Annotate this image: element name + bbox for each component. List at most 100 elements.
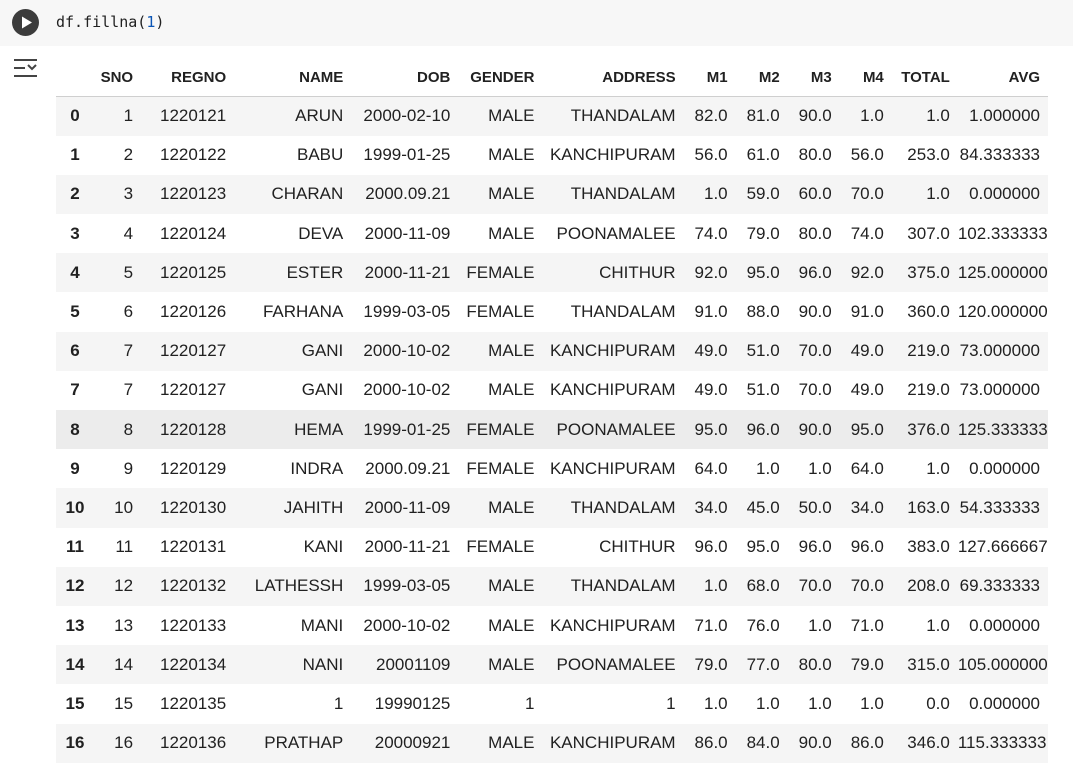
- table-cell: ESTER: [286, 262, 344, 282]
- table-cell: 102.333333: [957, 223, 1048, 243]
- table-cell: 84.0: [746, 733, 780, 753]
- table-cell: 70.0: [850, 184, 884, 204]
- table-cell: KANCHIPURAM: [549, 458, 676, 478]
- table-cell: 1220132: [159, 576, 227, 596]
- dataframe-table: SNO REGNO NAME DOB GENDER ADDRESS M1 M2 M3 M4 TOTA…: [56, 58, 1048, 763]
- table-row: 9 9 1220129 INDRA 2000.09.21 FEMALE KANCHIPURA…: [56, 449, 1048, 489]
- table-cell: 92.0: [850, 262, 884, 282]
- table-cell: 1220131: [159, 537, 227, 557]
- table-cell: 80.0: [798, 223, 832, 243]
- column-header: ADDRESS: [542, 58, 684, 97]
- table-cell: 219.0: [907, 380, 950, 400]
- play-icon: [22, 16, 32, 29]
- code-argument: 1: [146, 13, 156, 31]
- table-cell: MANI: [300, 615, 344, 635]
- table-cell: 13: [114, 615, 134, 635]
- table-cell: 19990125: [374, 693, 451, 713]
- table-cell: 70.0: [798, 341, 832, 361]
- table-cell: 79.0: [850, 654, 884, 674]
- table-cell: 1220136: [159, 733, 227, 753]
- table-cell: 1.0: [926, 106, 950, 126]
- code-call: df.fillna(: [56, 13, 147, 31]
- table-cell: MALE: [488, 184, 535, 204]
- table-cell: 51.0: [746, 341, 780, 361]
- table-cell: 219.0: [907, 341, 950, 361]
- table-cell: 73.000000: [959, 380, 1040, 400]
- table-row: 6 7 1220127 GANI 2000-10-02 MALE KANCHIPURAM 49…: [56, 331, 1048, 371]
- run-cell-button[interactable]: [12, 9, 39, 36]
- table-cell: 1.0: [808, 458, 832, 478]
- table-row: 3 4 1220124 DEVA 2000-11-09 MALE POONAMALEE 74.…: [56, 214, 1048, 254]
- table-cell: 7: [123, 341, 134, 361]
- table-row: 0 1 1220121 ARUN 2000-02-10 MALE THANDALAM 82.0…: [56, 96, 1048, 136]
- table-cell: 96.0: [746, 419, 780, 439]
- table-row: 11 11 1220131 KANI 2000-11-21 FEMALE CHITHUR 96…: [56, 527, 1048, 567]
- table-cell: 10: [114, 497, 134, 517]
- table-cell: 1: [524, 693, 535, 713]
- table-cell: CHITHUR: [599, 262, 676, 282]
- table-cell: 92.0: [694, 262, 728, 282]
- table-cell: 2000.09.21: [365, 458, 451, 478]
- table-row: 4 5 1220125 ESTER 2000-11-21 FEMALE CHITHUR 92.…: [56, 253, 1048, 293]
- table-row: 13 13 1220133 MANI 2000-10-02 MALE KANCHIPURAM…: [56, 605, 1048, 646]
- table-cell: 61.0: [746, 145, 780, 165]
- table-cell: 1220127: [159, 341, 227, 361]
- table-cell: 84.333333: [959, 145, 1040, 165]
- table-cell: 2000-02-10: [363, 106, 451, 126]
- output-toggle-icon[interactable]: [11, 56, 41, 82]
- table-cell: 1: [666, 693, 676, 713]
- table-cell: 2000-11-21: [364, 537, 451, 557]
- table-cell: 1: [333, 693, 344, 713]
- table-cell: 1: [123, 106, 134, 126]
- table-cell: 15: [114, 693, 134, 713]
- table-row: 12 12 1220132 LATHESSH 1999-03-05 MALE THANDAL…: [56, 566, 1048, 606]
- table-cell: 76.0: [746, 615, 780, 635]
- table-cell: 3: [123, 184, 134, 204]
- table-row: 15 15 1220135 1 19990125 1 1 1.0 1.0 1.0 1.0 0.0 0.0…: [56, 684, 1048, 724]
- table-cell: 11: [115, 537, 134, 557]
- row-index: 6: [70, 341, 80, 361]
- table-cell: 0.0: [926, 693, 950, 713]
- column-header: DOB: [351, 58, 459, 97]
- dataframe-output: SNO REGNO NAME DOB GENDER ADDRESS M1 M2 M3 M4 TOTA…: [56, 58, 1048, 763]
- table-row: 8 8 1220128 HEMA 1999-01-25 FEMALE POONAMALEE 9…: [56, 410, 1048, 450]
- table-row: 1 2 1220122 BABU 1999-01-25 MALE KANCHIPURAM 56…: [56, 135, 1048, 175]
- table-cell: 315.0: [907, 654, 950, 674]
- table-cell: 95.0: [746, 537, 780, 557]
- table-cell: 1220122: [159, 145, 227, 165]
- column-header: SNO: [94, 58, 142, 97]
- code-line[interactable]: df.fillna(1): [56, 12, 164, 32]
- table-cell: 1999-03-05: [363, 302, 451, 322]
- column-header: GENDER: [458, 58, 543, 97]
- table-cell: FEMALE: [466, 537, 535, 557]
- row-index: 14: [65, 654, 85, 674]
- table-cell: 20001109: [376, 654, 451, 674]
- table-cell: 0.000000: [969, 184, 1040, 204]
- table-cell: NANI: [302, 654, 344, 674]
- table-cell: MALE: [488, 497, 535, 517]
- table-cell: 95.0: [746, 262, 780, 282]
- table-cell: POONAMALEE: [556, 223, 676, 243]
- table-cell: MALE: [488, 106, 535, 126]
- table-cell: 1.000000: [969, 106, 1040, 126]
- row-index: 11: [66, 537, 84, 557]
- code-cell[interactable]: df.fillna(1): [0, 0, 1073, 46]
- table-cell: 12: [114, 576, 134, 596]
- table-cell: MALE: [488, 145, 535, 165]
- table-cell: 90.0: [798, 419, 832, 439]
- table-cell: 1.0: [926, 615, 950, 635]
- table-cell: 1220121: [159, 106, 227, 126]
- table-body: 0 1 1220121 ARUN 2000-02-10 MALE THANDALAM 82.0…: [56, 96, 1048, 763]
- table-cell: 56.0: [694, 145, 728, 165]
- table-cell: MALE: [488, 576, 535, 596]
- table-cell: 74.0: [694, 223, 728, 243]
- table-cell: 163.0: [907, 497, 950, 517]
- table-cell: 1220128: [159, 419, 227, 439]
- table-cell: 34.0: [694, 497, 728, 517]
- table-cell: 2000-10-02: [363, 615, 451, 635]
- table-cell: 82.0: [694, 106, 728, 126]
- table-cell: 1.0: [860, 106, 884, 126]
- table-cell: HEMA: [294, 419, 344, 439]
- table-cell: 96.0: [798, 262, 832, 282]
- table-cell: 79.0: [746, 223, 780, 243]
